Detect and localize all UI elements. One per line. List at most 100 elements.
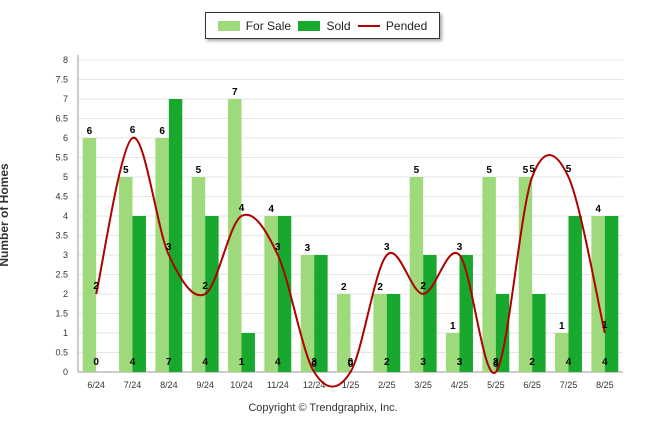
y-tick-label: 3 — [63, 250, 68, 260]
x-tick-label: 7/24 — [124, 380, 142, 390]
legend-label-for-sale: For Sale — [245, 18, 292, 33]
label-pended: 3 — [166, 242, 172, 253]
label-pended: 0 — [493, 359, 499, 370]
label-pended: 0 — [348, 359, 354, 370]
label-sold: 3 — [311, 357, 317, 368]
bar-for-sale — [337, 294, 351, 372]
y-tick-label: 5 — [63, 172, 68, 182]
label-sold: 3 — [420, 357, 426, 368]
bar-for-sale — [446, 333, 460, 372]
label-sold: 7 — [166, 357, 172, 368]
label-sold: 4 — [566, 357, 572, 368]
label-pended: 4 — [239, 203, 245, 214]
label-sold: 4 — [602, 357, 608, 368]
x-tick-label: 12/24 — [303, 380, 326, 390]
legend-label-sold: Sold — [326, 18, 351, 33]
y-tick-label: 1 — [63, 328, 68, 338]
y-tick-label: 4 — [63, 211, 68, 221]
x-tick-label: 9/24 — [196, 380, 214, 390]
label-sold: 0 — [93, 357, 99, 368]
label-for-sale: 4 — [595, 204, 601, 215]
y-tick-label: 7.5 — [55, 75, 68, 85]
label-for-sale: 5 — [414, 165, 420, 176]
label-sold: 3 — [457, 357, 463, 368]
label-pended: 2 — [93, 281, 99, 292]
y-tick-label: 1.5 — [55, 309, 68, 319]
legend-item-pended[interactable]: Pended — [357, 18, 428, 33]
for-sale-swatch — [217, 20, 240, 31]
legend: For Sale Sold Pended — [205, 12, 440, 39]
label-pended: 3 — [384, 242, 390, 253]
bar-sold — [168, 99, 183, 372]
label-sold: 1 — [239, 357, 245, 368]
y-tick-label: 2.5 — [55, 270, 68, 280]
x-tick-label: 1/25 — [342, 380, 360, 390]
legend-item-sold[interactable]: Sold — [298, 18, 351, 33]
y-tick-label: 5.5 — [55, 153, 68, 163]
pended-swatch — [357, 24, 380, 27]
label-for-sale: 5 — [523, 165, 529, 176]
label-for-sale: 5 — [486, 165, 492, 176]
label-pended: 0 — [311, 359, 317, 370]
label-for-sale: 4 — [268, 204, 274, 215]
label-pended: 1 — [602, 320, 608, 331]
label-pended: 3 — [275, 242, 281, 253]
y-tick-label: 3.5 — [55, 231, 68, 241]
x-tick-label: 8/25 — [596, 380, 614, 390]
y-tick-label: 8 — [63, 55, 68, 65]
label-sold: 4 — [275, 357, 281, 368]
bar-for-sale — [264, 216, 278, 372]
x-tick-label: 6/24 — [87, 380, 105, 390]
label-pended: 3 — [457, 242, 463, 253]
label-for-sale: 6 — [87, 126, 93, 137]
y-tick-label: 2 — [63, 289, 68, 299]
pended-line — [95, 136, 606, 388]
x-tick-label: 3/25 — [414, 380, 432, 390]
bar-sold — [568, 216, 582, 372]
label-pended: 5 — [529, 164, 535, 175]
label-for-sale: 2 — [377, 282, 383, 293]
label-pended: 2 — [202, 281, 208, 292]
bar-sold — [386, 294, 401, 372]
bar-for-sale — [155, 138, 169, 372]
label-for-sale: 5 — [123, 165, 129, 176]
x-tick-label: 4/25 — [451, 380, 469, 390]
bar-sold — [314, 255, 328, 372]
x-tick-label: 8/24 — [160, 380, 178, 390]
label-for-sale: 3 — [305, 243, 311, 254]
bar-for-sale — [82, 138, 97, 372]
label-sold: 2 — [493, 357, 499, 368]
copyright-text: Copyright © Trendgraphix, Inc. — [248, 402, 398, 414]
bar-for-sale — [191, 177, 206, 372]
label-for-sale: 1 — [559, 321, 565, 332]
label-sold: 0 — [348, 357, 354, 368]
label-sold: 4 — [130, 357, 136, 368]
bar-for-sale — [228, 99, 242, 372]
bar-for-sale — [482, 177, 496, 372]
legend-item-for-sale[interactable]: For Sale — [217, 18, 292, 33]
label-pended: 2 — [420, 281, 426, 292]
x-tick-label: 11/24 — [267, 380, 289, 390]
y-tick-label: 0 — [63, 367, 68, 377]
label-pended: 5 — [566, 164, 572, 175]
bar-for-sale — [409, 177, 424, 372]
label-for-sale: 5 — [196, 165, 202, 176]
bar-sold — [495, 294, 510, 372]
label-pended: 6 — [130, 125, 136, 136]
bar-sold — [241, 333, 255, 372]
label-sold: 4 — [202, 357, 208, 368]
x-tick-label: 2/25 — [378, 380, 396, 390]
label-for-sale: 1 — [450, 321, 456, 332]
bar-sold — [205, 216, 219, 372]
bar-sold — [277, 216, 292, 372]
legend-label-pended: Pended — [385, 18, 428, 33]
bar-sold — [423, 255, 437, 372]
y-tick-label: 4.5 — [55, 192, 68, 202]
sold-swatch — [298, 20, 321, 31]
x-tick-label: 10/24 — [230, 380, 253, 390]
label-for-sale: 7 — [232, 87, 238, 98]
bar-sold — [604, 216, 619, 372]
bar-sold — [132, 216, 146, 372]
x-tick-label: 6/25 — [523, 380, 541, 390]
